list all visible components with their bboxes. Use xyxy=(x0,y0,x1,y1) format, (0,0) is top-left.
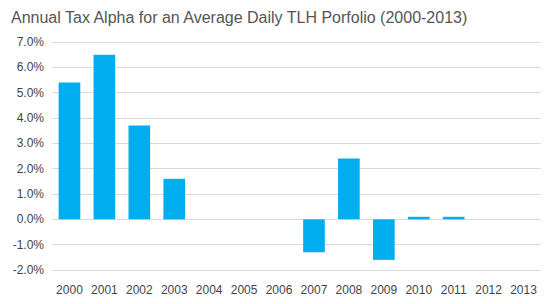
svg-text:2004: 2004 xyxy=(196,283,223,297)
svg-text:-2.0%: -2.0% xyxy=(13,263,45,277)
svg-text:2007: 2007 xyxy=(301,283,328,297)
svg-text:2003: 2003 xyxy=(161,283,188,297)
svg-text:2012: 2012 xyxy=(475,283,502,297)
svg-text:2011: 2011 xyxy=(441,283,467,297)
svg-text:Annual Tax Alpha for an Averag: Annual Tax Alpha for an Average Daily TL… xyxy=(11,9,467,26)
svg-text:6.0%: 6.0% xyxy=(17,60,45,74)
svg-text:2000: 2000 xyxy=(56,283,83,297)
svg-text:2002: 2002 xyxy=(126,283,153,297)
svg-text:0.0%: 0.0% xyxy=(17,212,45,226)
svg-text:2.0%: 2.0% xyxy=(17,162,45,176)
svg-text:2008: 2008 xyxy=(336,283,363,297)
svg-text:2009: 2009 xyxy=(370,283,397,297)
svg-text:3.0%: 3.0% xyxy=(17,136,45,150)
svg-text:4.0%: 4.0% xyxy=(17,111,45,125)
svg-text:2001: 2001 xyxy=(91,283,118,297)
svg-text:1.0%: 1.0% xyxy=(17,187,45,201)
svg-text:-1.0%: -1.0% xyxy=(13,238,45,252)
svg-text:7.0%: 7.0% xyxy=(17,35,45,49)
svg-text:2006: 2006 xyxy=(266,283,293,297)
svg-text:5.0%: 5.0% xyxy=(17,86,45,100)
svg-text:2005: 2005 xyxy=(231,283,258,297)
svg-text:2013: 2013 xyxy=(510,283,537,297)
svg-text:2010: 2010 xyxy=(405,283,432,297)
